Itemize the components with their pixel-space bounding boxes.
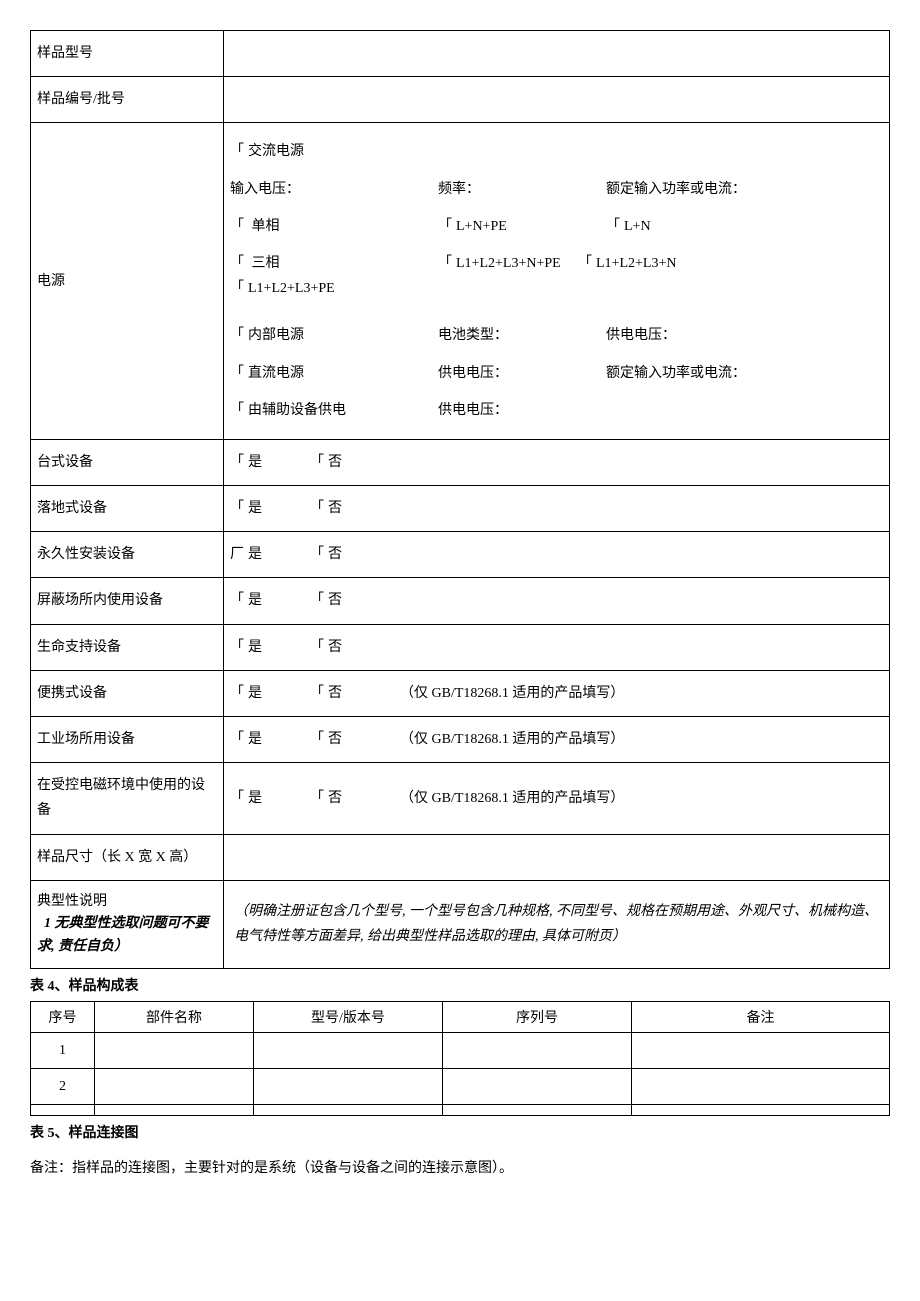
table5-title: 表 5、样品连接图 xyxy=(30,1122,890,1142)
floor-label: 落地式设备 xyxy=(31,486,224,532)
industrial-value: 「是 「否 （仅 GB/T18268.1 适用的产品填写） xyxy=(224,717,890,763)
three-phase-label: 三相 xyxy=(252,256,280,271)
shielded-label: 屏蔽场所内使用设备 xyxy=(31,578,224,624)
l123pe-label: L1+L2+L3+PE xyxy=(248,281,335,296)
desktop-label: 台式设备 xyxy=(31,439,224,485)
table-row xyxy=(31,1105,890,1116)
checkbox-icon: 「 xyxy=(578,255,592,271)
supply-voltage-label: 供电电压： xyxy=(606,323,676,348)
supply-voltage-label-3: 供电电压： xyxy=(438,398,508,423)
col-part-name: 部件名称 xyxy=(95,1001,254,1032)
life-support-value: 「是 「否 xyxy=(224,624,890,670)
checkbox-icon: 「 xyxy=(230,218,244,234)
frequency-label: 频率： xyxy=(438,177,588,202)
col-remark: 备注 xyxy=(632,1001,890,1032)
controlled-env-value: 「是 「否 （仅 GB/T18268.1 适用的产品填写） xyxy=(224,763,890,834)
power-options: 「交流电源 输入电压： 频率： 额定输入功率或电流： 「 单相 「L+N+PE … xyxy=(224,123,890,440)
dimension-label: 样品尺寸（长 X 宽 X 高） xyxy=(31,834,224,880)
table-row: 1 xyxy=(31,1032,890,1068)
portable-value: 「是 「否 （仅 GB/T18268.1 适用的产品填写） xyxy=(224,670,890,716)
rated-power-label: 额定输入功率或电流： xyxy=(606,177,746,202)
aux-power-label: 由辅助设备供电 xyxy=(248,403,346,418)
col-seq: 序号 xyxy=(31,1001,95,1032)
checkbox-icon: 「 xyxy=(438,218,452,234)
components-table: 序号 部件名称 型号/版本号 序列号 备注 1 2 xyxy=(30,1001,890,1116)
ac-power-label: 交流电源 xyxy=(248,144,304,159)
checkbox-icon: 「 xyxy=(230,143,244,159)
dc-power-label: 直流电源 xyxy=(248,366,304,381)
l123n-label: L1+L2+L3+N xyxy=(596,256,676,271)
main-spec-table: 样品型号 样品编号/批号 电源 「交流电源 输入电压： 频率： 额定输入功率或电… xyxy=(30,30,890,969)
lnpe-label: L+N+PE xyxy=(456,219,507,234)
portable-label: 便携式设备 xyxy=(31,670,224,716)
sample-model-value xyxy=(224,31,890,77)
checkbox-icon: 「 xyxy=(438,255,452,271)
desktop-value: 「是 「否 xyxy=(224,439,890,485)
supply-voltage-label-2: 供电电压： xyxy=(438,361,588,386)
checkbox-icon: 「 xyxy=(230,280,244,296)
input-voltage-label: 输入电压： xyxy=(230,177,420,202)
power-label: 电源 xyxy=(31,123,224,440)
sample-batch-label: 样品编号/批号 xyxy=(31,77,224,123)
shielded-value: 「是 「否 xyxy=(224,578,890,624)
col-model: 型号/版本号 xyxy=(254,1001,443,1032)
life-support-label: 生命支持设备 xyxy=(31,624,224,670)
table-row: 2 xyxy=(31,1069,890,1105)
checkbox-icon: 「 xyxy=(230,327,244,343)
checkbox-icon: 「 xyxy=(606,218,620,234)
table5-note: 备注：指样品的连接图，主要针对的是系统（设备与设备之间的连接示意图）。 xyxy=(30,1156,890,1181)
permanent-value: 厂是 「否 xyxy=(224,532,890,578)
l123npe-label: L1+L2+L3+N+PE xyxy=(456,256,561,271)
checkbox-icon: 「 xyxy=(230,365,244,381)
internal-power-label: 内部电源 xyxy=(248,328,304,343)
sample-model-label: 样品型号 xyxy=(31,31,224,77)
typical-note: （明确注册证包含几个型号, 一个型号包含几种规格, 不同型号、规格在预期用途、外… xyxy=(224,880,890,968)
col-serial: 序列号 xyxy=(443,1001,632,1032)
single-phase-label: 单相 xyxy=(252,219,280,234)
table4-title: 表 4、样品构成表 xyxy=(30,975,890,995)
permanent-label: 永久性安装设备 xyxy=(31,532,224,578)
controlled-env-label: 在受控电磁环境中使用的设备 xyxy=(31,763,224,834)
industrial-label: 工业场所用设备 xyxy=(31,717,224,763)
battery-type-label: 电池类型： xyxy=(438,323,588,348)
floor-value: 「是 「否 xyxy=(224,486,890,532)
dimension-value xyxy=(224,834,890,880)
typical-label: 典型性说明 1 无典型性选取问题可不要求, 责任自负） xyxy=(31,880,224,968)
rated-power-label-2: 额定输入功率或电流： xyxy=(606,361,746,386)
sample-batch-value xyxy=(224,77,890,123)
checkbox-icon: 「 xyxy=(230,402,244,418)
ln-label: L+N xyxy=(624,219,651,234)
checkbox-icon: 「 xyxy=(230,255,244,271)
